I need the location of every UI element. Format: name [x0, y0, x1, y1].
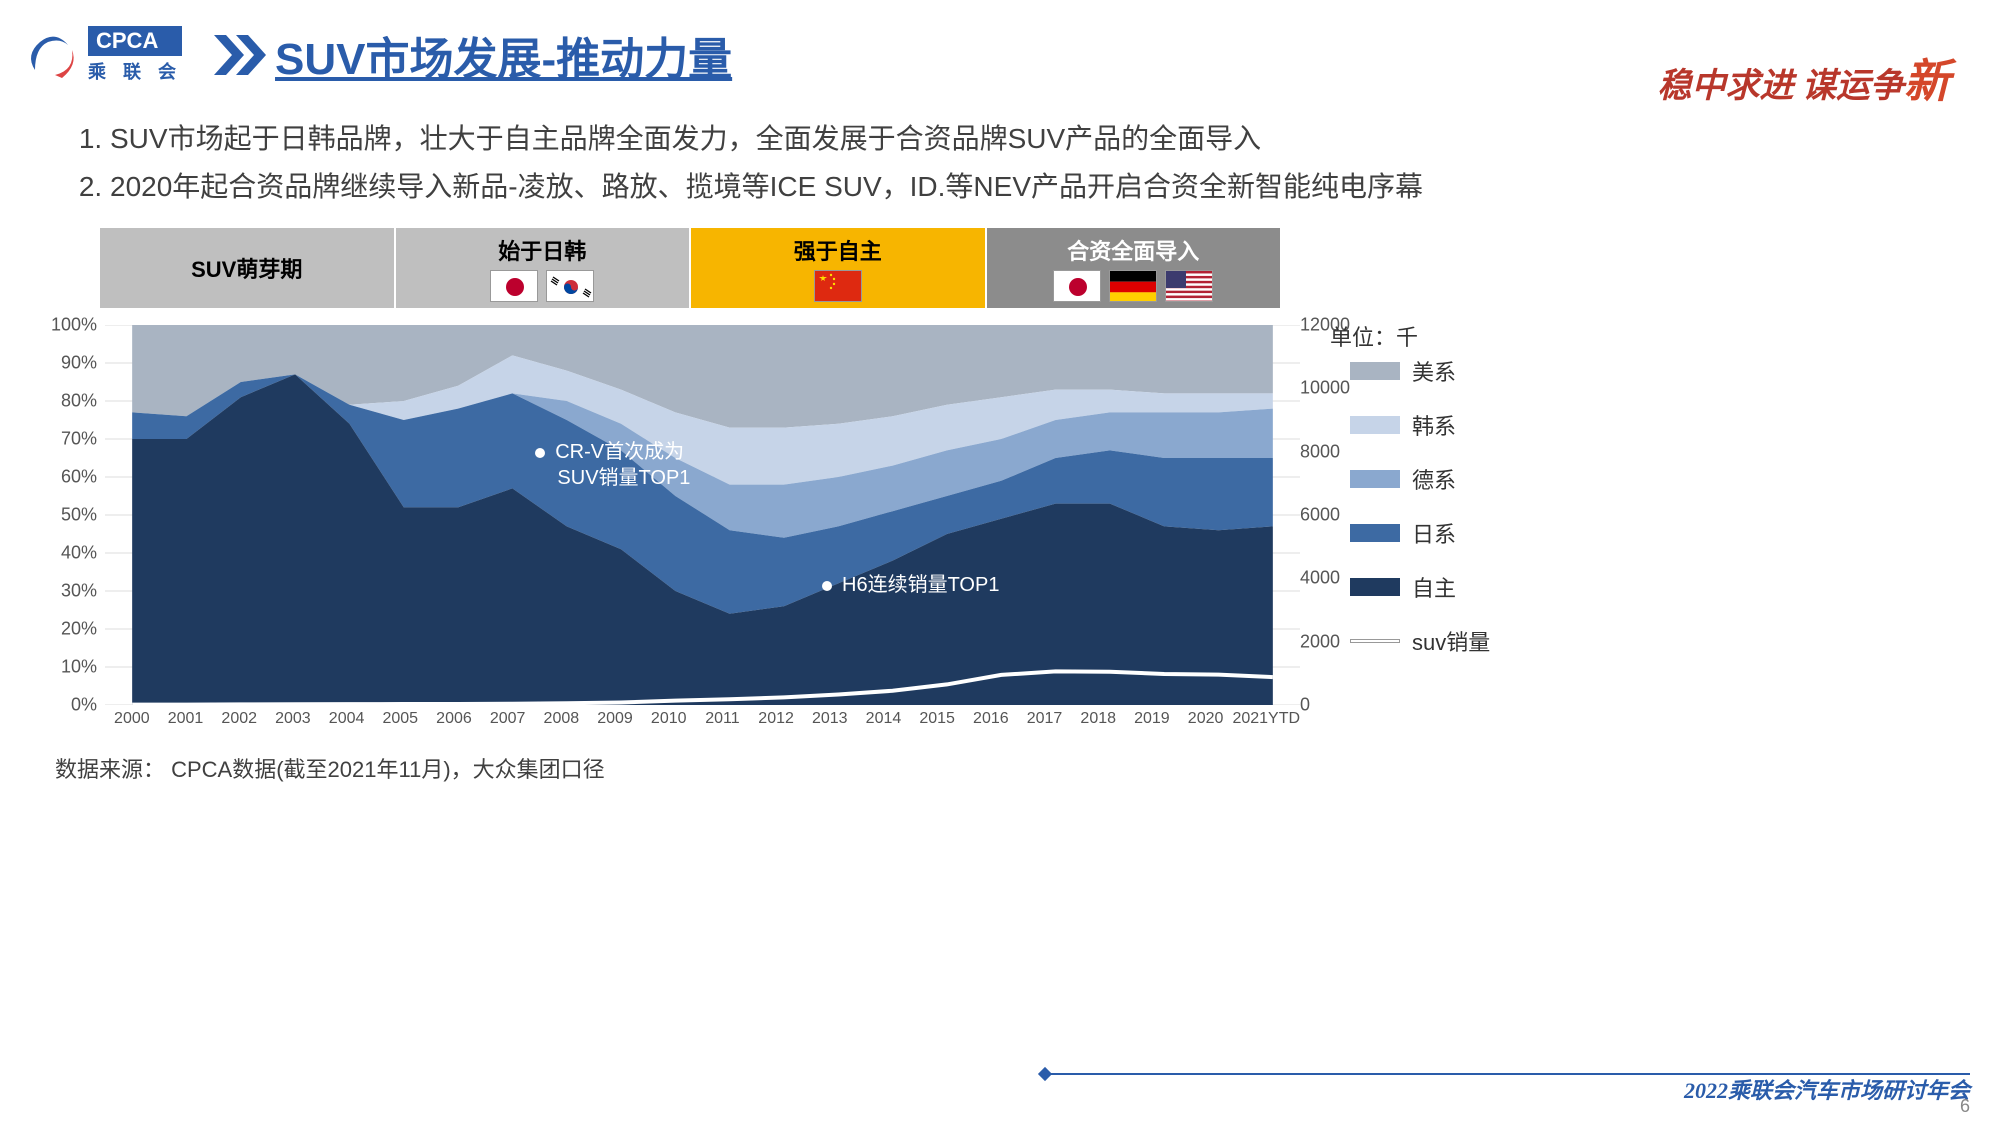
phase-cell: 始于日韩: [396, 228, 692, 308]
legend-item: 自主: [1350, 571, 1530, 603]
x-axis: 2000200120022003200420052006200720082009…: [105, 710, 1300, 735]
unit-label: 单位：千: [1330, 320, 1418, 352]
logo-text: CPCA: [88, 26, 182, 56]
legend-item: 美系: [1350, 355, 1530, 387]
legend-item: 德系: [1350, 463, 1530, 495]
bullet-item: 2020年起合资品牌继续导入新品-凌放、路放、揽境等ICE SUV，ID.等NE…: [110, 163, 1960, 211]
legend-item: 日系: [1350, 517, 1530, 549]
plot-area: CR-V首次成为 SUV销量TOP1 H6连续销量TOP1: [105, 325, 1300, 705]
page-title: SUV市场发展-推动力量: [275, 23, 732, 87]
chart: 0%10%20%30%40%50%60%70%80%90%100% CR-V首次…: [30, 325, 1970, 765]
logo-subtext: 乘 联 会: [88, 58, 182, 84]
flag-de-icon: [1109, 270, 1157, 302]
flag-kr-icon: [546, 270, 594, 302]
legend-item: 韩系: [1350, 409, 1530, 441]
logo-mark-icon: [20, 30, 80, 80]
slogan: 稳中求进 谋运争新: [1658, 45, 1951, 111]
phase-cell: 强于自主: [691, 228, 987, 308]
phase-cell: SUV萌芽期: [100, 228, 396, 308]
bullet-list: SUV市场起于日韩品牌，壮大于自主品牌全面发力，全面发展于合资品牌SUV产品的全…: [70, 115, 1960, 210]
chevron-icon: [212, 31, 267, 79]
flag-jp-icon: [1053, 270, 1101, 302]
flag-jp-icon: [490, 270, 538, 302]
logo: CPCA 乘 联 会: [20, 26, 182, 84]
y-axis-left: 0%10%20%30%40%50%60%70%80%90%100%: [30, 325, 105, 705]
chart-annotation: CR-V首次成为 SUV销量TOP1: [535, 439, 690, 491]
phase-bar: SUV萌芽期始于日韩强于自主合资全面导入: [100, 228, 1280, 308]
chart-annotation: H6连续销量TOP1: [822, 572, 999, 598]
flag-cn-icon: [814, 270, 862, 302]
flag-us-icon: [1165, 270, 1213, 302]
page-number: 6: [1960, 1096, 1970, 1117]
header: CPCA 乘 联 会 SUV市场发展-推动力量 稳中求进 谋运争新: [20, 20, 1980, 90]
phase-cell: 合资全面导入: [987, 228, 1281, 308]
data-source: 数据来源： CPCA数据(截至2021年11月)，大众集团口径: [55, 752, 605, 784]
legend: 美系韩系德系日系自主 suv销量: [1350, 355, 1530, 679]
footer-text: 2022乘联会汽车市场研讨年会: [1684, 1073, 1970, 1105]
legend-item: suv销量: [1350, 625, 1530, 657]
bullet-item: SUV市场起于日韩品牌，壮大于自主品牌全面发力，全面发展于合资品牌SUV产品的全…: [110, 115, 1960, 163]
